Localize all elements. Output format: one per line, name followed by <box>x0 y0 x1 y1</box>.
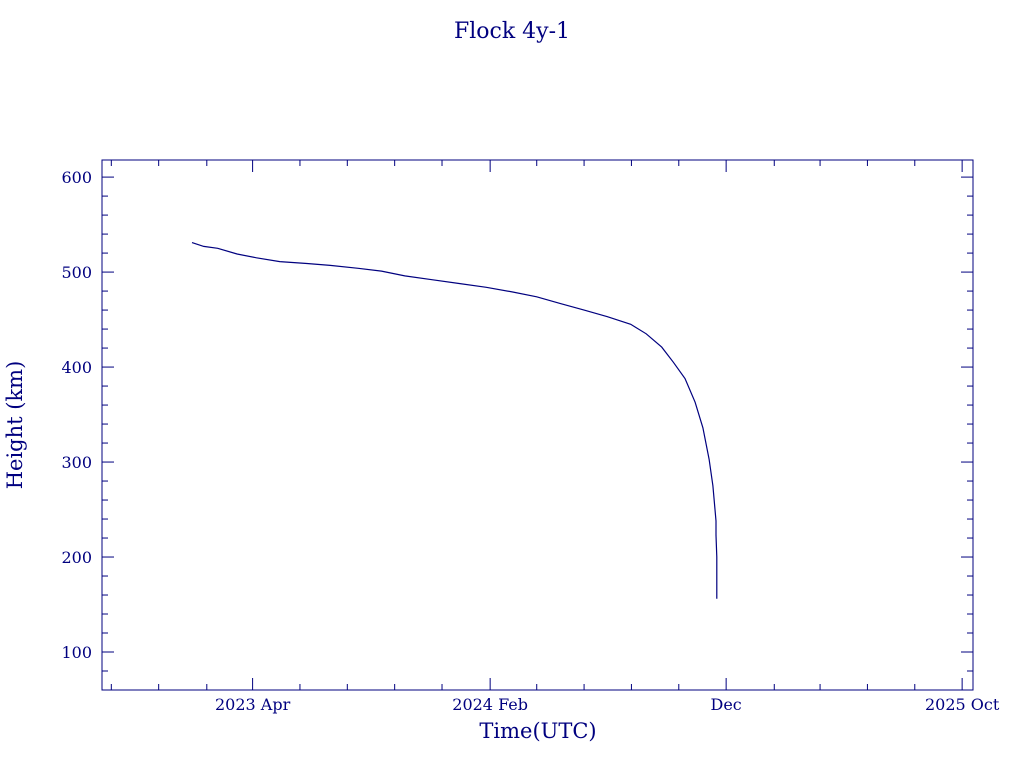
series-line-height <box>191 242 718 599</box>
chart-title: Flock 4y-1 <box>454 19 570 44</box>
y-tick-label: 200 <box>61 548 92 567</box>
axis-ticks <box>102 160 973 690</box>
x-tick-label: 2024 Feb <box>452 695 528 714</box>
y-tick-label: 600 <box>61 168 92 187</box>
x-tick-label: 2023 Apr <box>215 695 291 714</box>
plot-frame <box>101 159 974 691</box>
y-tick-label: 300 <box>61 453 92 472</box>
y-tick-label: 500 <box>61 263 92 282</box>
x-axis-label: Time(UTC) <box>479 719 596 743</box>
x-tick-label: 2025 Oct <box>925 695 1000 714</box>
tick-labels: 100 200 300 400 500 600 2023 Apr 2024 Feb Dec 202… <box>61 168 999 714</box>
y-tick-label: 100 <box>61 643 92 662</box>
x-tick-label: Dec <box>711 695 742 714</box>
y-tick-label: 400 <box>61 358 92 377</box>
y-axis-label: Height (km) <box>3 361 27 490</box>
